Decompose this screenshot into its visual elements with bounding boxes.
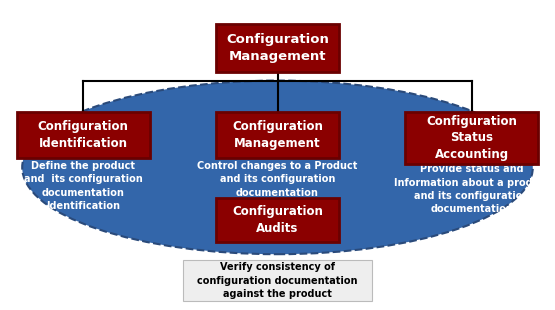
Text: Provide status and
Information about a product
and its configuration
documentati: Provide status and Information about a p… xyxy=(393,164,550,214)
FancyBboxPatch shape xyxy=(216,112,339,158)
FancyBboxPatch shape xyxy=(216,24,339,72)
Text: Configuration
Management: Configuration Management xyxy=(226,33,329,63)
Text: Configuration
Audits: Configuration Audits xyxy=(232,205,323,235)
FancyBboxPatch shape xyxy=(405,112,538,164)
Ellipse shape xyxy=(22,81,533,254)
Text: Configuration
Status
Accounting: Configuration Status Accounting xyxy=(426,115,517,161)
FancyBboxPatch shape xyxy=(216,198,339,242)
Text: Control changes to a Product
and its configuration
documentation: Control changes to a Product and its con… xyxy=(198,161,357,197)
Text: Verify consistency of
configuration documentation
against the product: Verify consistency of configuration docu… xyxy=(197,262,358,299)
FancyBboxPatch shape xyxy=(17,112,150,158)
Text: Define the product
and  its configuration
documentation
Identification: Define the product and its configuration… xyxy=(24,161,143,211)
Text: Configuration
Identification: Configuration Identification xyxy=(38,120,129,150)
FancyBboxPatch shape xyxy=(183,260,372,301)
Text: Configuration
Management: Configuration Management xyxy=(232,120,323,150)
